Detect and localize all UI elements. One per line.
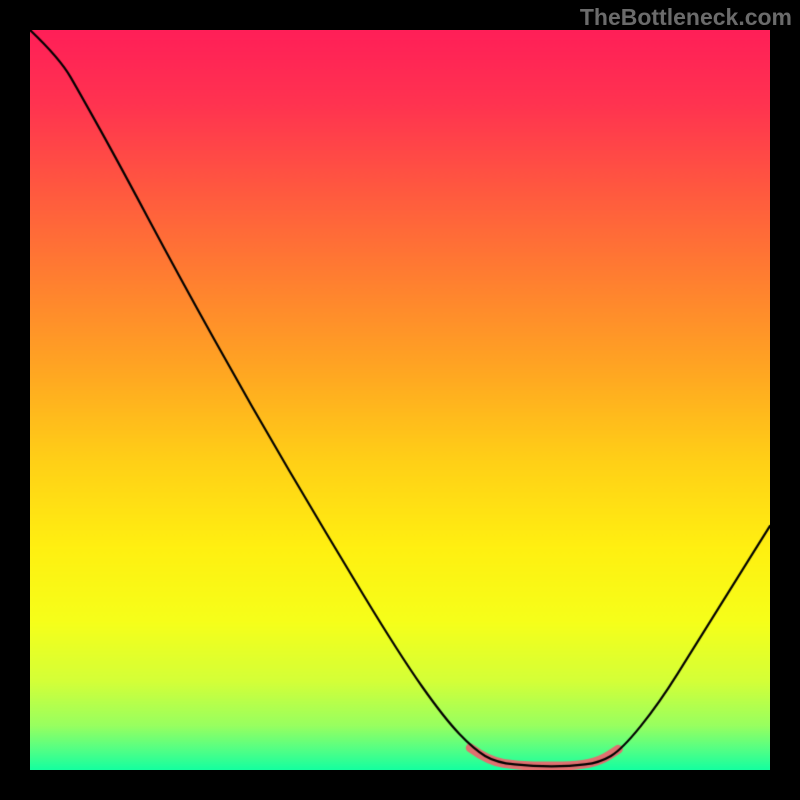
bottleneck-curve [30,30,770,770]
watermark-text: TheBottleneck.com [580,4,792,31]
chart-container: { "watermark": { "text": "TheBottleneck.… [0,0,800,800]
